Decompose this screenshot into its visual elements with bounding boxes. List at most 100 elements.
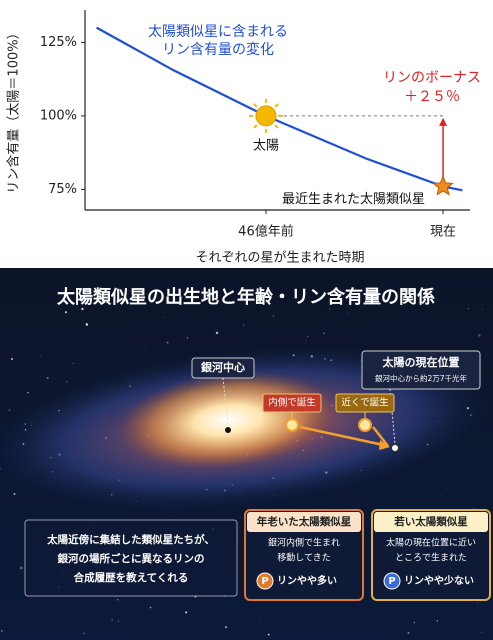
sun-ray <box>274 124 279 129</box>
bonus-arrowhead <box>439 117 448 126</box>
bg-star <box>346 312 348 314</box>
bonus-label: リンのボーナス <box>383 70 481 86</box>
sun-ray <box>274 103 279 108</box>
bg-star <box>19 566 23 570</box>
bg-star <box>8 409 11 412</box>
center-label: 銀河中心 <box>201 360 245 374</box>
x-tick-label: 46億年前 <box>238 224 294 240</box>
sun-ray <box>253 124 258 129</box>
bg-star <box>481 632 483 634</box>
bg-star <box>83 632 85 634</box>
chart-title: 太陽類似星に含まれる <box>148 24 288 40</box>
bg-star <box>64 311 67 314</box>
bg-star <box>118 620 120 622</box>
info-title: 太陽類似星の出生地と年齢・リン含有量の関係 <box>57 286 435 308</box>
bg-star <box>185 611 188 614</box>
card-body: ところで生まれた <box>395 552 467 564</box>
bg-star <box>37 598 39 600</box>
bg-star <box>46 376 49 380</box>
bg-star <box>436 620 438 622</box>
bg-star <box>215 331 219 335</box>
bg-star <box>39 355 41 356</box>
bg-star <box>482 309 483 311</box>
card <box>371 509 491 601</box>
center-pointer <box>222 377 229 427</box>
sun-box <box>361 350 481 390</box>
bg-star <box>243 324 245 326</box>
sun-pos-sub: 銀河中心から約2万7千光年 <box>375 373 468 383</box>
bg-star <box>6 388 7 390</box>
x-tick-label: 現在 <box>430 225 456 240</box>
galaxy-center <box>225 427 231 433</box>
birth-star <box>358 418 372 432</box>
y-axis-title: リン含有量（太陽＝100%） <box>6 26 22 193</box>
bg-star <box>81 307 84 311</box>
bg-star <box>323 332 325 335</box>
note-line: 銀河の場所ごとに異なるリンの <box>58 552 205 565</box>
bg-star <box>144 348 145 350</box>
card-icon <box>256 572 274 590</box>
card-icon-label: P <box>261 576 268 587</box>
bg-star <box>111 619 113 621</box>
sun-dot <box>391 444 399 452</box>
bg-star <box>224 625 228 629</box>
sun-marker <box>255 105 277 127</box>
migration-arrow <box>299 425 389 448</box>
card-result: リンやや少ない <box>404 574 474 587</box>
bg-star <box>149 606 152 609</box>
card-body: 移動してきた <box>277 552 330 564</box>
x-axis-title: それぞれの星が生まれた時期 <box>195 251 364 266</box>
bg-star <box>27 391 29 394</box>
card-body: 太陽の現在位置に近い <box>386 537 476 549</box>
bg-star <box>267 633 270 636</box>
bg-star <box>34 360 36 362</box>
card-title: 年老いた太陽類似星 <box>257 515 352 528</box>
note-box <box>24 519 238 597</box>
bg-star <box>169 515 171 517</box>
bg-star <box>476 602 478 604</box>
bg-star <box>72 362 74 364</box>
bg-star <box>413 622 415 624</box>
bg-star <box>166 341 169 344</box>
card-icon <box>383 572 401 590</box>
card-title: 若い太陽類似星 <box>393 515 468 528</box>
bg-star <box>82 320 84 321</box>
bg-star <box>272 315 274 317</box>
bg-star <box>305 340 306 342</box>
bg-star <box>85 323 89 326</box>
bg-star <box>186 337 189 339</box>
bg-star <box>13 493 16 496</box>
bonus-label: ＋２５％ <box>404 89 460 105</box>
birth-star <box>285 418 299 432</box>
card-body: 銀河内側で生まれ <box>268 537 340 549</box>
bg-star <box>467 308 469 310</box>
note-line: 合成履歴を教えてくれる <box>73 571 189 584</box>
chart-title: リン含有量の変化 <box>162 41 274 58</box>
bg-star <box>407 631 410 634</box>
bg-star <box>329 308 331 310</box>
bg-star <box>306 335 309 338</box>
card-header <box>247 512 361 532</box>
note-line: 太陽近傍に集結した類似星たちが、 <box>46 533 215 546</box>
bg-star <box>162 316 164 318</box>
y-tick-label: 125% <box>40 35 77 50</box>
sun-ray <box>253 103 258 108</box>
bg-star <box>478 334 481 337</box>
card-result: リンやや多い <box>277 574 337 587</box>
bg-star <box>116 599 119 601</box>
card <box>244 509 364 601</box>
bg-star <box>440 495 442 496</box>
sun-pos-label: 太陽の現在位置 <box>382 355 460 369</box>
migration-arrow <box>372 426 389 447</box>
bg-star <box>260 618 261 620</box>
star-marker <box>432 175 454 196</box>
line-series <box>96 26 463 192</box>
bg-star <box>0 629 3 632</box>
y-tick-label: 75% <box>48 182 77 197</box>
card-icon-label: P <box>388 576 395 587</box>
birth-label: 近くで誕生 <box>341 397 389 409</box>
bg-star <box>11 357 14 360</box>
